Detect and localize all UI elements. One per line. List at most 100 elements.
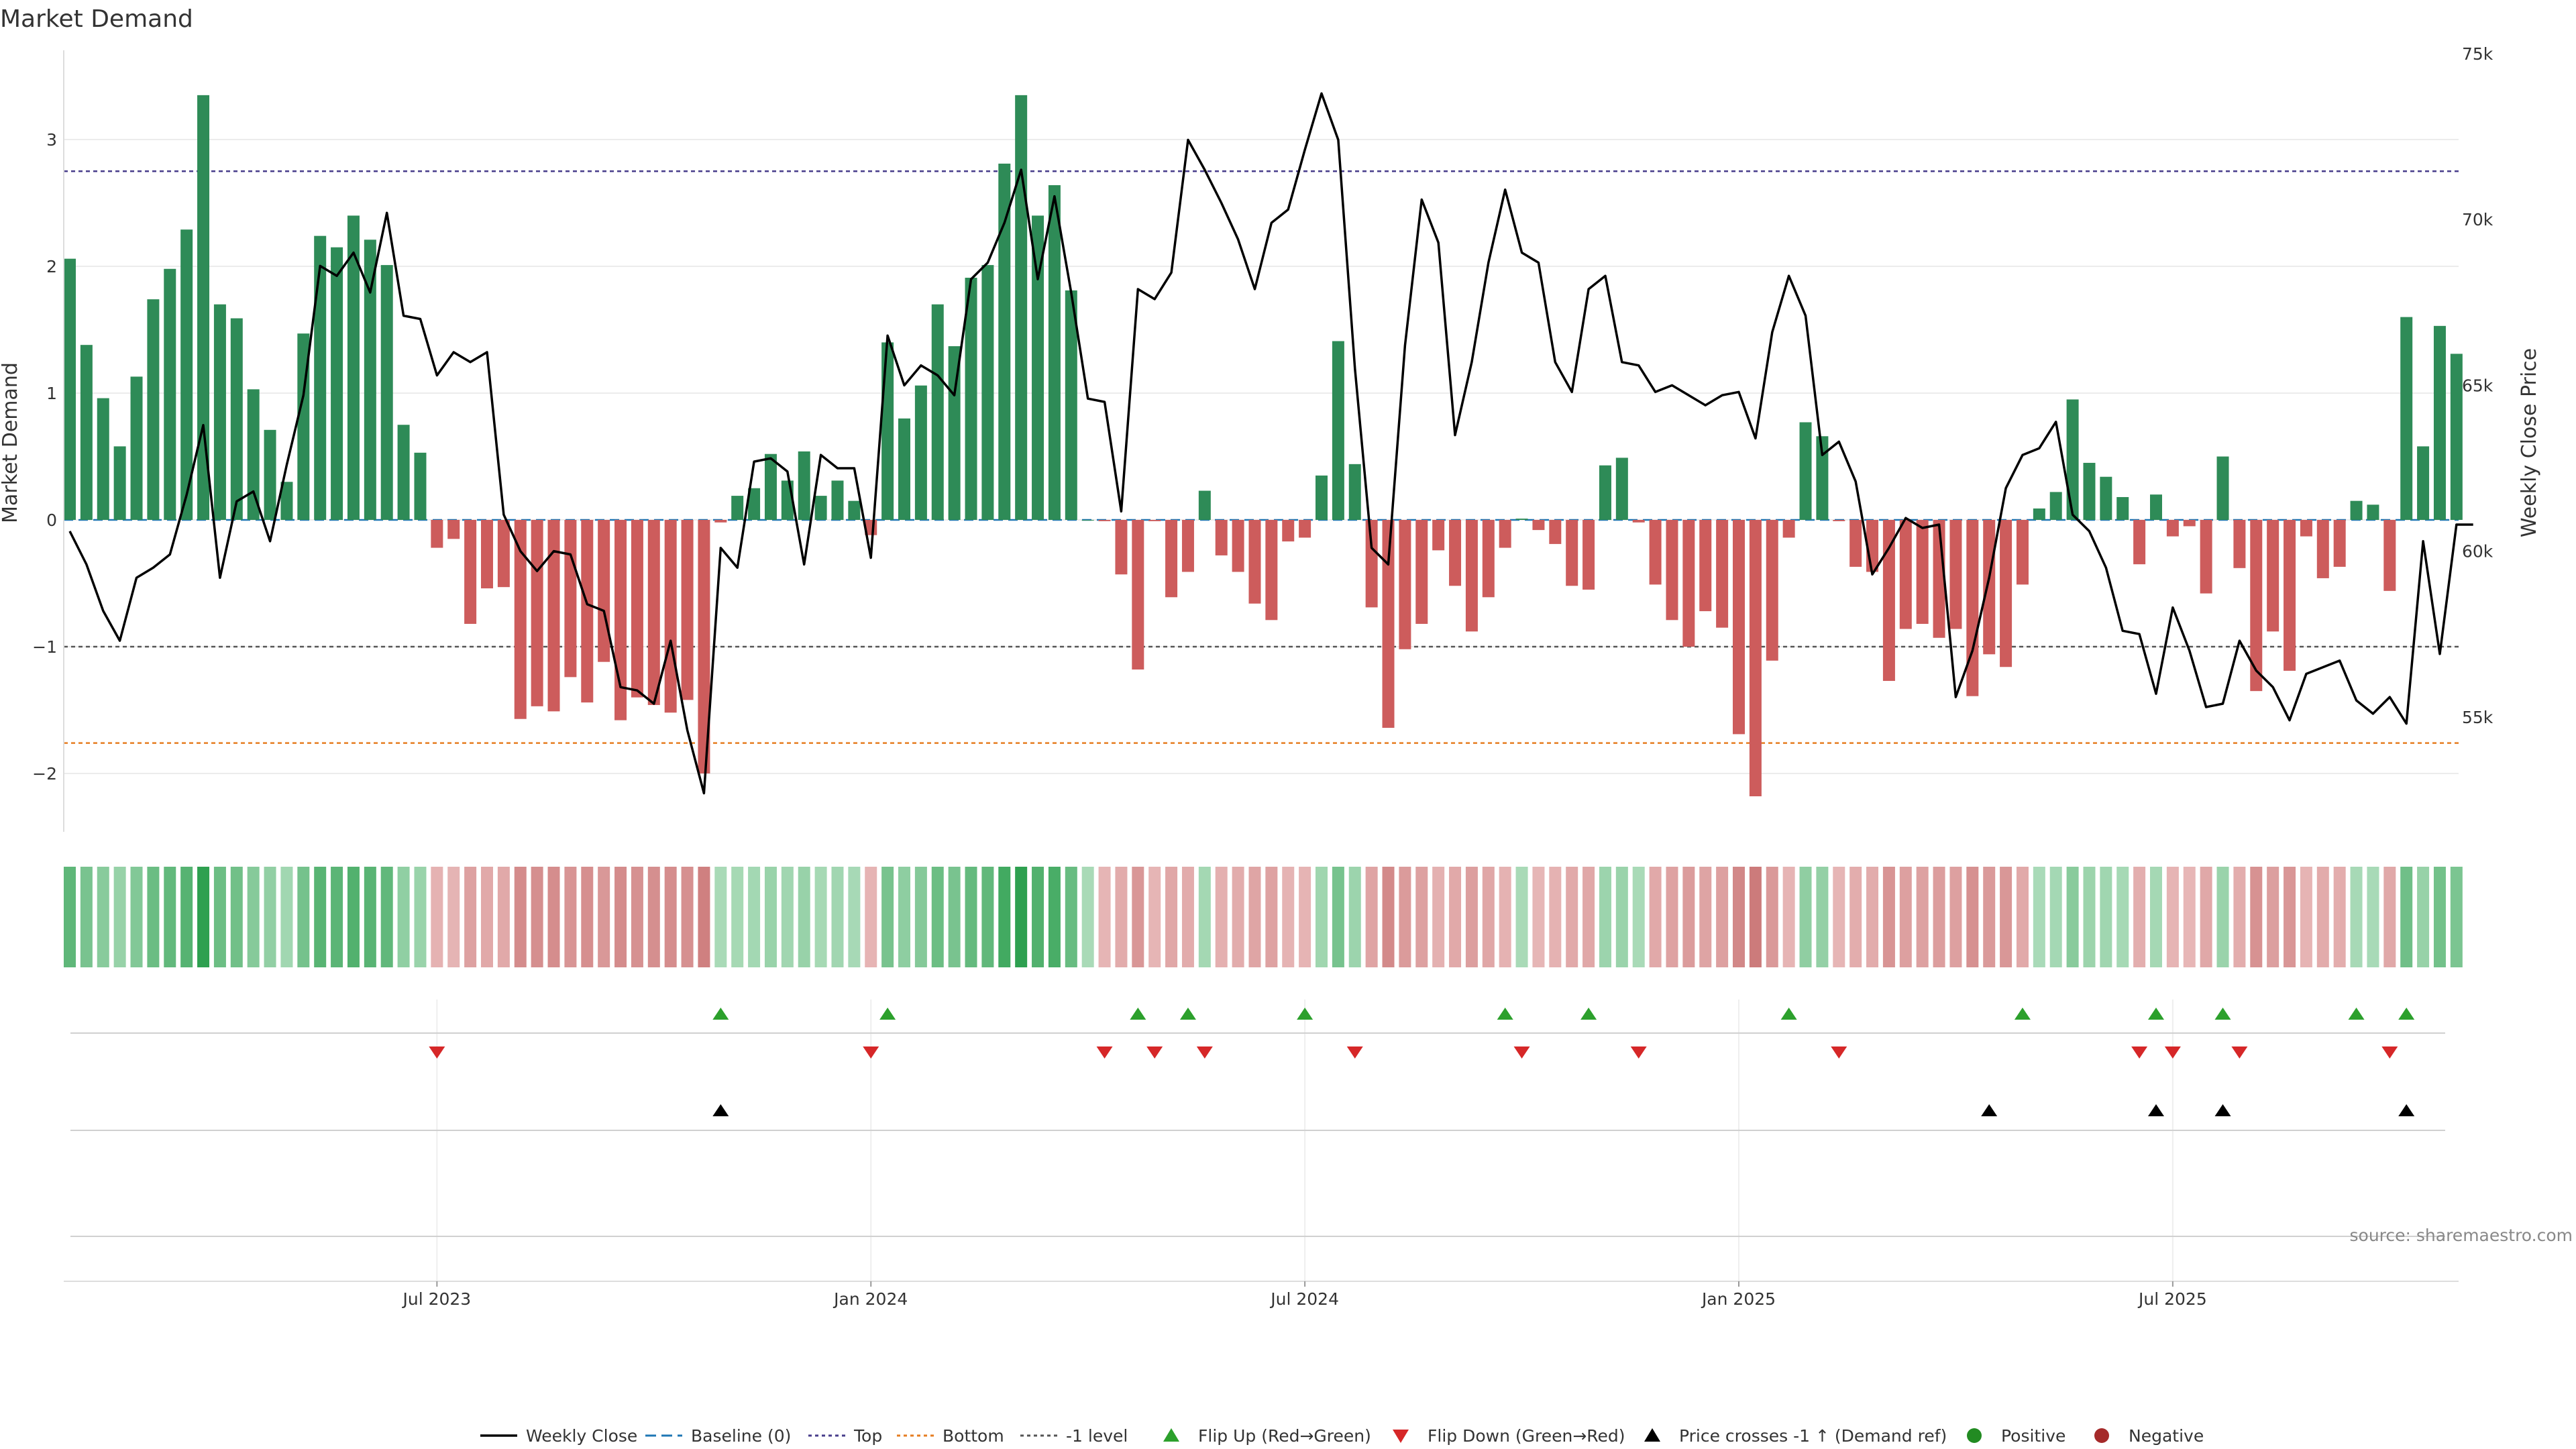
heat-cell	[1098, 867, 1111, 967]
flip-up-marker	[2398, 1008, 2415, 1020]
legend-item: Flip Up (Red→Green)	[1163, 1426, 1371, 1446]
demand-bar	[848, 500, 861, 520]
demand-bar	[764, 453, 777, 520]
demand-bar	[1299, 520, 1311, 538]
heat-cell	[1599, 867, 1611, 967]
demand-bar	[564, 520, 577, 678]
flip-down-marker	[2231, 1046, 2248, 1059]
heat-cell	[547, 867, 560, 967]
demand-bar	[2016, 520, 2029, 585]
demand-bar	[714, 520, 727, 523]
heat-cell	[80, 867, 93, 967]
demand-bar	[731, 496, 744, 520]
legend-item: -1 level	[1020, 1426, 1128, 1446]
demand-bar	[1716, 520, 1729, 628]
y2-tick-label: 75k	[2462, 44, 2493, 64]
heat-cell	[230, 867, 243, 967]
y-axis-label: Market Demand	[0, 362, 22, 523]
demand-bar	[2033, 508, 2045, 520]
demand-bar	[698, 520, 710, 773]
heat-cell	[447, 867, 460, 967]
demand-bar	[1465, 520, 1478, 632]
flip-up-marker	[2148, 1008, 2164, 1020]
demand-bar	[2083, 462, 2096, 520]
demand-bar	[2183, 520, 2196, 527]
demand-bar	[1148, 520, 1161, 521]
flip-down-marker	[1831, 1046, 1847, 1059]
heat-cell	[1415, 867, 1428, 967]
demand-bar	[1032, 215, 1044, 520]
chart-title: Market Demand	[0, 5, 193, 33]
demand-bar	[1115, 520, 1128, 575]
heat-cell	[848, 867, 861, 967]
heat-cell	[1749, 867, 1762, 967]
flip-up-marker	[2014, 1008, 2031, 1020]
heat-cell	[164, 867, 176, 967]
demand-bar	[2333, 520, 2346, 567]
demand-bar	[581, 520, 594, 703]
flip-down-marker	[1196, 1046, 1213, 1059]
demand-bar	[1849, 520, 1862, 567]
heat-cell	[1015, 867, 1028, 967]
heat-cell	[113, 867, 126, 967]
heat-cell	[764, 867, 777, 967]
heat-cell	[698, 867, 710, 967]
heat-cell	[898, 867, 910, 967]
legend: Weekly Close Baseline (0) Top Bottom -1 leve…	[480, 1426, 2204, 1446]
flip-up-marker	[2214, 1008, 2231, 1020]
heat-cell	[614, 867, 627, 967]
heat-cell	[1966, 867, 1979, 967]
demand-bar	[2400, 317, 2413, 520]
heat-cell	[2450, 867, 2463, 967]
heat-cell	[481, 867, 493, 967]
legend-label: -1 level	[1066, 1426, 1128, 1446]
heat-cell	[431, 867, 443, 967]
demand-bar	[213, 304, 226, 520]
heat-cell	[1882, 867, 1895, 967]
demand-bar	[898, 418, 910, 520]
heat-cell	[331, 867, 343, 967]
heat-cell	[1165, 867, 1178, 967]
heat-cell	[1866, 867, 1879, 967]
price-cross-marker	[2214, 1104, 2231, 1116]
demand-bar	[1682, 520, 1695, 647]
demand-bar	[1816, 436, 1829, 520]
demand-bar	[2233, 520, 2246, 568]
demand-bar	[1165, 520, 1178, 598]
y-tick-label: 2	[46, 257, 57, 276]
heat-cell	[264, 867, 276, 967]
heat-cell	[1332, 867, 1344, 967]
flip-up-marker	[1179, 1008, 1196, 1020]
y2-tick-label: 55k	[2462, 708, 2493, 727]
x-tick-label: Jan 2025	[1701, 1289, 1776, 1309]
demand-bar	[514, 520, 527, 719]
heat-cell	[1132, 867, 1144, 967]
legend-swatch	[2094, 1428, 2109, 1443]
heat-cell	[2000, 867, 2012, 967]
legend-label: Flip Up (Red→Green)	[1198, 1426, 1371, 1446]
legend-label: Negative	[2129, 1426, 2204, 1446]
heat-cell	[497, 867, 510, 967]
flip-up-marker	[2348, 1008, 2365, 1020]
heat-cell	[1649, 867, 1662, 967]
legend-item: Price crosses -1 ↑ (Demand ref)	[1644, 1426, 1947, 1446]
demand-bar	[380, 265, 393, 520]
heat-cell	[1666, 867, 1678, 967]
heat-cell	[631, 867, 643, 967]
heat-cell	[1299, 867, 1311, 967]
y2-tick-label: 70k	[2462, 210, 2493, 229]
heat-cell	[1949, 867, 1962, 967]
heat-cell	[2100, 867, 2112, 967]
heat-cell	[1716, 867, 1729, 967]
heat-cell	[914, 867, 927, 967]
heat-cell	[2233, 867, 2246, 967]
heat-cell	[2083, 867, 2096, 967]
heat-cell	[1816, 867, 1829, 967]
legend-item: Weekly Close	[480, 1426, 637, 1446]
flip-up-marker	[1580, 1008, 1597, 1020]
demand-bar	[531, 520, 543, 706]
heat-cell	[2116, 867, 2129, 967]
heat-cell	[2267, 867, 2279, 967]
demand-bar	[1666, 520, 1678, 621]
legend-item: Top	[808, 1426, 882, 1446]
